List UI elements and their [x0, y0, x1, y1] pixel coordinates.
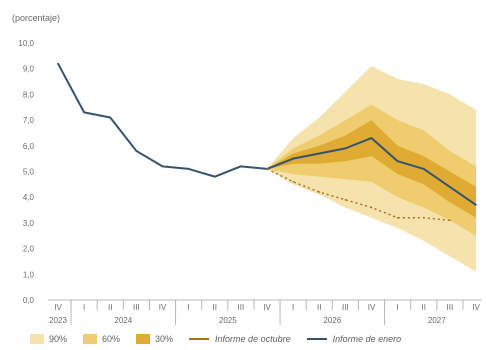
y-tick-label: 4,0 — [23, 193, 35, 202]
y-tick-label: 0,0 — [23, 296, 35, 305]
x-quarter-label: III — [342, 303, 349, 312]
legend-item-octubre: Informe de octubre — [189, 334, 291, 344]
series-line-octubre — [266, 168, 450, 222]
series-point-enero — [135, 150, 138, 152]
x-quarter-label: III — [447, 303, 454, 312]
series-point-octubre — [449, 219, 451, 222]
series-point-enero — [449, 186, 451, 188]
legend-swatch-30 — [136, 334, 151, 344]
x-quarter-label: IV — [159, 303, 167, 312]
x-year-label: 2023 — [49, 316, 67, 325]
x-quarter-label: II — [317, 303, 321, 312]
series-point-enero — [344, 147, 347, 150]
x-quarter-label: I — [292, 303, 294, 312]
x-quarter-label: IV — [263, 303, 271, 312]
series-point-enero — [318, 152, 321, 155]
y-tick-label: 2,0 — [23, 245, 35, 254]
y-tick-label: 5,0 — [23, 168, 35, 177]
x-year-label: 2026 — [323, 316, 341, 325]
y-unit-label: (porcentaje) — [12, 13, 60, 23]
legend-label-90: 90% — [49, 334, 68, 344]
x-quarter-label: II — [422, 303, 426, 312]
series-point-enero — [83, 111, 85, 114]
series-point-octubre — [344, 198, 347, 201]
y-tick-label: 1,0 — [23, 270, 35, 279]
x-quarter-label: IV — [368, 303, 376, 312]
series-point-enero — [396, 160, 399, 163]
x-quarter-label: II — [213, 303, 217, 312]
x-quarter-label: IV — [472, 303, 480, 312]
series-point-octubre — [370, 206, 373, 209]
x-year-label: 2024 — [114, 316, 132, 325]
legend-item-30: 30% — [136, 334, 173, 344]
x-quarter-label: I — [83, 303, 85, 312]
x-year-label: 2027 — [428, 316, 446, 325]
series-point-octubre — [292, 180, 294, 183]
y-tick-label: 9,0 — [23, 65, 35, 74]
series-point-enero — [422, 168, 425, 170]
series-point-enero — [292, 157, 294, 160]
series-point-enero — [187, 168, 190, 170]
series-point-octubre — [422, 216, 425, 219]
x-quarter-label: I — [188, 303, 190, 312]
x-quarter-label: IV — [54, 303, 62, 312]
series-point-enero — [240, 165, 242, 168]
series-point-enero — [109, 116, 112, 119]
y-tick-label: 3,0 — [23, 219, 35, 228]
series-point-octubre — [396, 216, 399, 219]
fan-band-60 — [267, 104, 476, 236]
x-quarter-label: I — [397, 303, 399, 312]
series-point-octubre — [266, 168, 268, 170]
chart-legend: 90% 60% 30% Informe de octubre Informe d… — [30, 334, 417, 344]
series-point-enero — [161, 165, 164, 168]
legend-label-60: 60% — [102, 334, 121, 344]
legend-line-octubre — [189, 338, 210, 340]
series-point-enero — [57, 62, 59, 65]
y-tick-label: 7,0 — [23, 116, 35, 125]
legend-item-60: 60% — [83, 334, 120, 344]
fan-band-30 — [267, 120, 476, 218]
x-quarter-label: II — [108, 303, 112, 312]
x-quarter-label: III — [238, 303, 245, 312]
legend-swatch-60 — [83, 334, 98, 344]
legend-swatch-90 — [30, 334, 44, 344]
series-point-enero — [370, 137, 373, 139]
x-quarter-label: III — [133, 303, 140, 312]
y-tick-label: 6,0 — [23, 142, 35, 151]
y-tick-label: 8,0 — [23, 90, 35, 99]
legend-item-90: 90% — [30, 334, 67, 344]
x-year-label: 2025 — [219, 316, 237, 325]
y-tick-label: 10,0 — [18, 39, 34, 48]
legend-label-enero: Informe de enero — [332, 334, 402, 344]
series-point-octubre — [318, 191, 321, 193]
legend-label-octubre: Informe de octubre — [215, 334, 291, 344]
series-point-enero — [475, 204, 477, 206]
legend-item-enero: Informe de enero — [306, 334, 402, 344]
legend-line-enero — [306, 338, 327, 340]
series-point-enero — [213, 175, 216, 178]
legend-label-30: 30% — [155, 334, 174, 344]
